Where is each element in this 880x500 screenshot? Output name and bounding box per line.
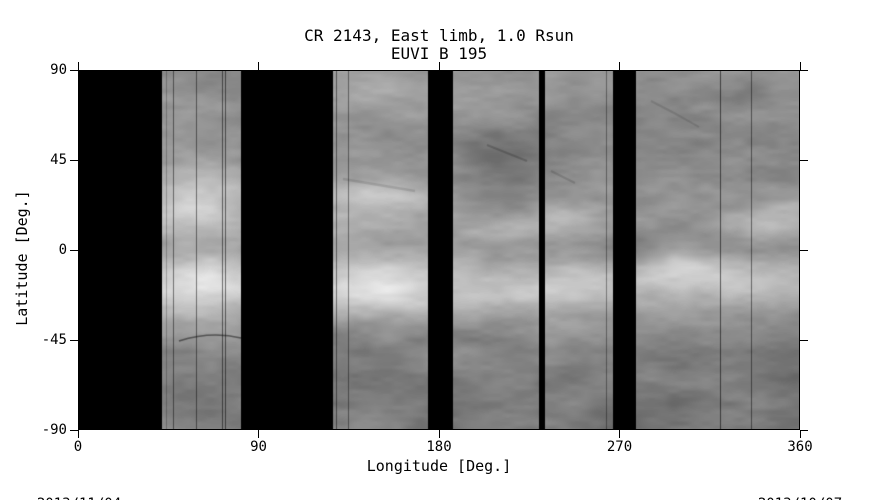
tick-mark bbox=[258, 430, 259, 438]
tick-mark bbox=[800, 159, 808, 161]
x-tick-label: 90 bbox=[250, 439, 267, 455]
tick-mark bbox=[800, 339, 808, 341]
tick-mark bbox=[619, 430, 620, 438]
tick-mark bbox=[70, 249, 78, 251]
end-datetime: 2013/10/07 23:29:53 bbox=[752, 467, 848, 500]
plot-frame bbox=[78, 70, 800, 430]
tick-mark bbox=[438, 62, 440, 70]
y-tick-label: 90 bbox=[50, 62, 67, 78]
tick-mark bbox=[70, 159, 78, 161]
start-date: 2013/11/04 bbox=[31, 497, 127, 500]
x-tick-label: 270 bbox=[606, 439, 633, 455]
x-tick-label: 0 bbox=[73, 439, 83, 455]
tick-mark bbox=[799, 430, 801, 438]
tick-mark bbox=[77, 430, 79, 438]
y-tick-label: 0 bbox=[58, 242, 67, 258]
y-axis-label: Latitude [Deg.] bbox=[13, 190, 31, 326]
tick-mark bbox=[619, 62, 620, 70]
tick-mark bbox=[799, 62, 801, 70]
start-datetime: 2013/11/04 00:54:35 bbox=[31, 467, 127, 500]
tick-mark bbox=[70, 339, 78, 341]
y-tick-label: 45 bbox=[50, 152, 67, 168]
x-axis-label: Longitude [Deg.] bbox=[366, 457, 512, 475]
tick-mark bbox=[258, 62, 259, 70]
y-tick-label: -90 bbox=[41, 422, 67, 438]
tick-mark bbox=[77, 62, 79, 70]
tick-mark bbox=[70, 429, 78, 431]
tick-mark bbox=[800, 429, 808, 431]
plot-title: CR 2143, East limb, 1.0 Rsun bbox=[304, 26, 574, 45]
x-tick-label: 180 bbox=[426, 439, 452, 455]
tick-mark bbox=[70, 69, 78, 71]
end-date: 2013/10/07 bbox=[752, 497, 848, 500]
tick-mark bbox=[438, 430, 440, 438]
tick-mark bbox=[800, 249, 808, 251]
tick-mark bbox=[800, 69, 808, 71]
synoptic-map-canvas bbox=[79, 71, 799, 429]
x-tick-label: 360 bbox=[787, 439, 813, 455]
y-tick-label: -45 bbox=[41, 332, 67, 348]
plot-subtitle: EUVI B 195 bbox=[390, 44, 488, 63]
